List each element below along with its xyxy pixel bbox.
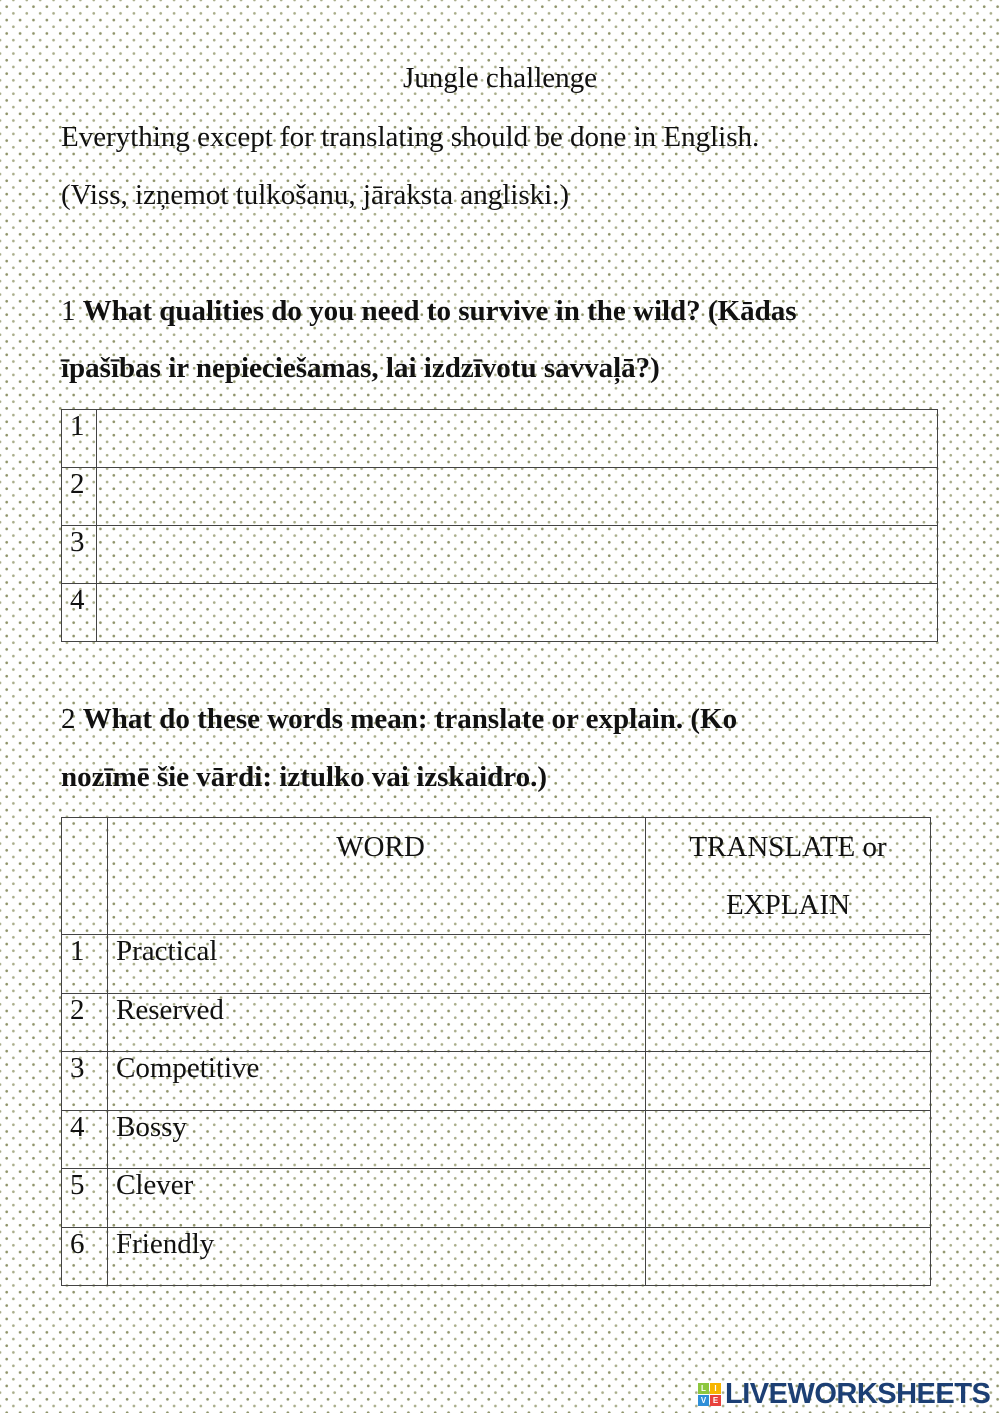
table-row: 2 <box>61 467 938 526</box>
question-1-line1: 1 What qualities do you need to survive … <box>61 295 797 328</box>
row-number: 1 <box>61 934 108 994</box>
answer-cell[interactable] <box>96 525 938 584</box>
answer-cell[interactable] <box>645 934 931 994</box>
row-number: 4 <box>61 1109 108 1169</box>
question-2-line1: 2 What do these words mean: translate or… <box>61 703 737 736</box>
logo-text: LIVEWORKSHEETS <box>725 1378 991 1410</box>
row-number: 3 <box>61 525 97 584</box>
table-row: 4 <box>61 583 938 642</box>
question-2-line2: nozīmē šie vārdi: iztulko vai izskaidro.… <box>61 761 547 794</box>
instruction-english: Everything except for translating should… <box>61 121 760 153</box>
table-row: 5 Clever <box>61 1168 931 1228</box>
table-row: 1 Practical <box>61 934 931 994</box>
logo-cube: L <box>698 1383 709 1394</box>
answer-cell[interactable] <box>96 409 938 468</box>
word-cell: Friendly <box>107 1226 646 1286</box>
question-2-text-line1: What do these words mean: translate or e… <box>82 703 738 735</box>
word-cell: Bossy <box>107 1109 646 1169</box>
answer-cell[interactable] <box>645 1168 931 1228</box>
table-header-row: WORD TRANSLATE or EXPLAIN <box>61 817 931 935</box>
question-1-text-line2: īpašības ir nepieciešamas, lai izdzīvotu… <box>61 352 660 384</box>
question-1-number: 1 <box>61 295 76 327</box>
logo-cube: I <box>710 1383 721 1394</box>
row-number: 5 <box>61 1168 108 1228</box>
header-translate-line1: TRANSLATE or <box>689 831 887 863</box>
logo-cube: E <box>710 1395 721 1406</box>
table-row: 4 Bossy <box>61 1109 931 1169</box>
answer-cell[interactable] <box>96 467 938 526</box>
row-number: 2 <box>61 992 108 1052</box>
word-cell: Competitive <box>107 1051 646 1111</box>
header-number <box>61 817 108 935</box>
table-row: 6 Friendly <box>61 1226 931 1286</box>
header-translate: TRANSLATE or EXPLAIN <box>645 817 931 935</box>
row-number: 2 <box>61 467 97 526</box>
row-number: 3 <box>61 1051 108 1111</box>
answer-cell[interactable] <box>645 1226 931 1286</box>
question-2-text-line2: nozīmē šie vārdi: iztulko vai izskaidro.… <box>61 761 548 793</box>
table-row: 2 Reserved <box>61 992 931 1052</box>
header-word: WORD <box>107 817 646 935</box>
table-row: 1 <box>61 409 938 468</box>
answer-cell[interactable] <box>96 583 938 642</box>
page-title: Jungle challenge <box>402 62 598 94</box>
word-cell: Reserved <box>107 992 646 1052</box>
row-number: 6 <box>61 1226 108 1286</box>
word-cell: Practical <box>107 934 646 994</box>
row-number: 4 <box>61 583 97 642</box>
row-number: 1 <box>61 409 97 468</box>
question-2-number: 2 <box>61 703 76 735</box>
answer-cell[interactable] <box>645 1051 931 1111</box>
answer-cell[interactable] <box>645 1109 931 1169</box>
word-cell: Clever <box>107 1168 646 1228</box>
answer-cell[interactable] <box>645 992 931 1052</box>
header-translate-line2: EXPLAIN <box>725 889 851 921</box>
table-row: 3 <box>61 525 938 584</box>
question-1-text-line1: What qualities do you need to survive in… <box>82 295 797 327</box>
instruction-latvian: (Viss, izņemot tulkošanu, jāraksta angli… <box>61 179 570 211</box>
words-table: WORD TRANSLATE or EXPLAIN 1 Practical 2 Rese… <box>61 817 931 1286</box>
question-1-line2: īpašības ir nepieciešamas, lai izdzīvotu… <box>61 352 660 385</box>
table-row: 3 Competitive <box>61 1051 931 1111</box>
logo-cube: V <box>698 1395 709 1406</box>
